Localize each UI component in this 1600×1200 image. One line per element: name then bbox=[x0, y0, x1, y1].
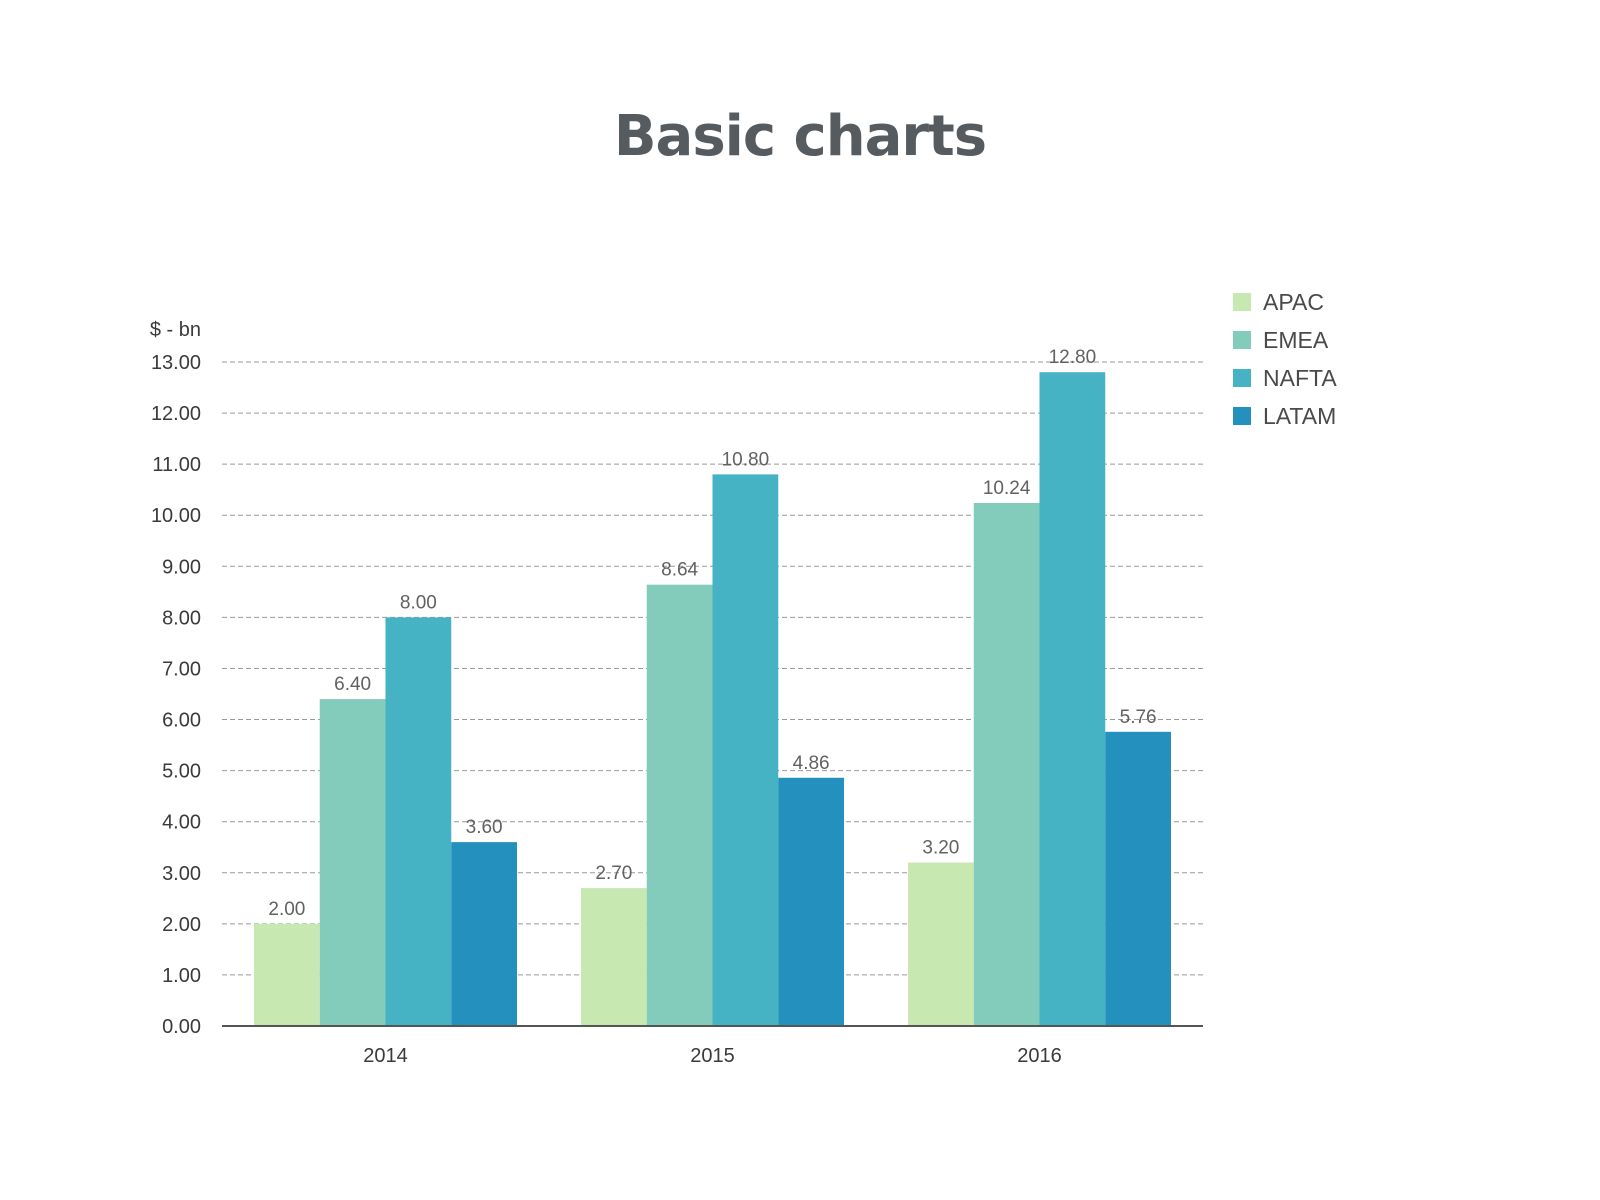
legend-label-nafta: NAFTA bbox=[1263, 365, 1337, 391]
data-label: 2.70 bbox=[595, 863, 632, 884]
data-label: 6.40 bbox=[334, 674, 371, 695]
y-tick-label: 0.00 bbox=[162, 1016, 201, 1038]
y-tick-label: 5.00 bbox=[162, 761, 201, 783]
bar-apac-2014 bbox=[254, 923, 320, 1026]
y-tick-label: 2.00 bbox=[162, 914, 201, 936]
data-label: 2.00 bbox=[268, 899, 305, 920]
legend-label-apac: APAC bbox=[1263, 289, 1324, 315]
bar-nafta-2016 bbox=[1039, 372, 1106, 1026]
y-tick-label: 6.00 bbox=[162, 710, 201, 732]
bar-apac-2016 bbox=[908, 862, 974, 1026]
legend-swatch-emea bbox=[1233, 331, 1251, 349]
data-labels: 2.00 6.40 8.00 3.60 2.70 8.64 10.80 4.86 3.20 10.… bbox=[268, 347, 1156, 920]
chart-title: Basic charts bbox=[613, 104, 987, 169]
axes: 0.00 1.00 2.00 3.00 4.00 5.00 6.00 7.00 8.00 9.00… bbox=[150, 319, 1203, 1067]
y-tick-label: 3.00 bbox=[162, 863, 201, 885]
legend-swatch-apac bbox=[1233, 293, 1251, 311]
bar-emea-2015 bbox=[646, 584, 713, 1026]
y-tick-label: 4.00 bbox=[162, 812, 201, 834]
bar-apac-2015 bbox=[581, 888, 647, 1026]
data-label: 5.76 bbox=[1120, 707, 1157, 728]
legend-swatch-latam bbox=[1233, 407, 1251, 425]
bar-nafta-2015 bbox=[712, 474, 779, 1026]
bar-latam-2015 bbox=[778, 777, 844, 1026]
bars bbox=[254, 372, 1171, 1027]
legend: APAC EMEA NAFTA LATAM bbox=[1233, 289, 1337, 429]
bar-nafta-2014 bbox=[385, 617, 452, 1026]
y-axis-unit-label: $ - bn bbox=[150, 319, 201, 341]
x-tick-label: 2014 bbox=[363, 1045, 408, 1067]
data-label: 10.24 bbox=[983, 478, 1031, 499]
data-label: 8.64 bbox=[661, 560, 698, 581]
legend-label-latam: LATAM bbox=[1263, 403, 1336, 429]
data-label: 12.80 bbox=[1049, 347, 1097, 368]
x-tick-label: 2015 bbox=[690, 1045, 735, 1067]
y-tick-label: 12.00 bbox=[151, 403, 201, 425]
data-label: 8.00 bbox=[400, 592, 437, 613]
y-tick-label: 13.00 bbox=[151, 352, 201, 374]
y-tick-label: 9.00 bbox=[162, 556, 201, 578]
y-tick-label: 11.00 bbox=[152, 454, 201, 476]
bar-latam-2016 bbox=[1105, 731, 1171, 1026]
data-label: 3.60 bbox=[466, 817, 503, 838]
bar-latam-2014 bbox=[451, 842, 517, 1026]
y-tick-label: 1.00 bbox=[162, 965, 201, 987]
bar-emea-2016 bbox=[973, 502, 1040, 1027]
data-label: 3.20 bbox=[922, 838, 959, 859]
x-tick-label: 2016 bbox=[1017, 1045, 1062, 1067]
data-label: 10.80 bbox=[722, 449, 770, 470]
legend-swatch-nafta bbox=[1233, 369, 1251, 387]
y-tick-label: 10.00 bbox=[151, 505, 201, 527]
y-tick-label: 7.00 bbox=[162, 658, 201, 680]
bar-emea-2014 bbox=[319, 699, 386, 1026]
data-label: 4.86 bbox=[793, 753, 830, 774]
y-tick-label: 8.00 bbox=[162, 607, 201, 629]
legend-label-emea: EMEA bbox=[1263, 327, 1329, 353]
